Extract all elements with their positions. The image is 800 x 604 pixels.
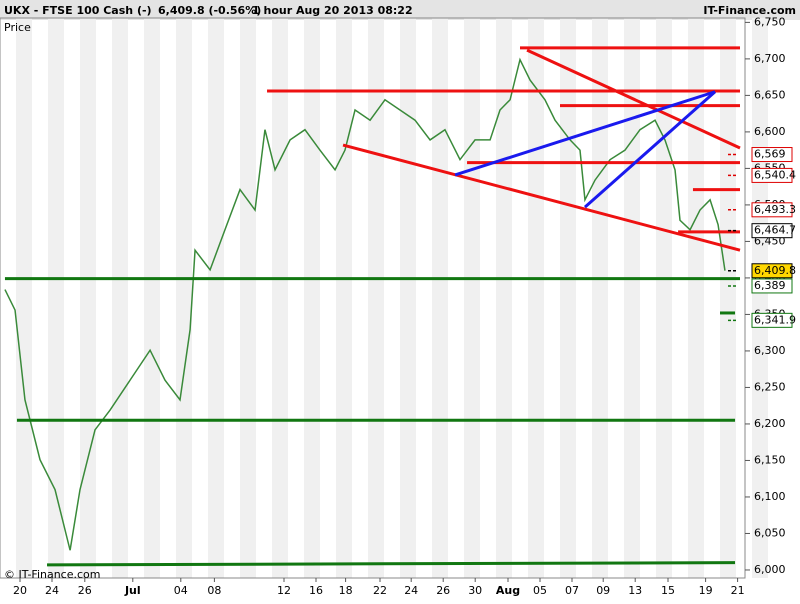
x-tick-label: 07: [565, 584, 579, 597]
plot-frame: [0, 17, 746, 579]
trendline: [454, 90, 716, 177]
day-stripe: [48, 18, 64, 578]
x-tick-label: 05: [533, 584, 547, 597]
y-tick-label: 6,000: [754, 563, 786, 576]
y-tick-label: 6,100: [754, 490, 786, 503]
day-stripe: [272, 18, 288, 578]
x-tick-label: 20: [13, 584, 27, 597]
y-tick-label: 6,750: [754, 15, 786, 28]
day-stripe: [592, 18, 608, 578]
day-stripe: [304, 18, 320, 578]
trendline: [47, 561, 736, 567]
price-label: 6,341.9: [754, 313, 796, 326]
day-stripe: [80, 18, 96, 578]
y-tick-label: 6,650: [754, 88, 786, 101]
day-stripe: [240, 18, 256, 578]
trendline: [342, 143, 741, 252]
x-tick-label: 24: [45, 584, 59, 597]
period: 1 hour Aug 20 2013 08:22: [252, 4, 413, 17]
x-tick-label: Aug: [496, 584, 520, 597]
x-tick-label: 04: [174, 584, 188, 597]
y-tick-label: 6,300: [754, 344, 786, 357]
y-tick-label: 6,050: [754, 526, 786, 539]
day-stripe: [624, 18, 640, 578]
day-stripe: [496, 18, 512, 578]
x-tick-label: 08: [207, 584, 221, 597]
y-label: Price: [4, 21, 31, 34]
x-tick-label: 16: [309, 584, 323, 597]
price-line: [4, 57, 726, 551]
quote: 6,409.8 (-0.56%): [158, 4, 261, 17]
price-label: 6,540.4: [754, 168, 796, 181]
x-tick-label: 24: [404, 584, 418, 597]
day-stripe: [720, 18, 736, 578]
price-label: 6,493.3: [754, 203, 796, 216]
price-label: 6,464.7: [754, 224, 796, 237]
price-label-box: [751, 312, 793, 328]
day-stripe: [112, 18, 128, 578]
price-label-box: [751, 223, 793, 239]
price-label-box: [751, 278, 793, 294]
y-tick-label: 6,150: [754, 453, 786, 466]
x-tick-label: 26: [436, 584, 450, 597]
trendline: [583, 90, 717, 209]
price-label-box: [751, 147, 793, 163]
header-bar: [0, 0, 800, 20]
y-tick-label: 6,200: [754, 417, 786, 430]
brand: IT-Finance.com: [703, 4, 796, 17]
x-tick-label: 09: [596, 584, 610, 597]
price-label: 6,569: [754, 148, 786, 161]
x-tick-label: 19: [699, 584, 713, 597]
day-stripe: [560, 18, 576, 578]
day-stripe: [528, 18, 544, 578]
y-tick-label: 6,700: [754, 52, 786, 65]
price-label: 6,409.8: [754, 264, 796, 277]
price-label-box: [751, 263, 793, 279]
day-stripe: [144, 18, 160, 578]
day-stripe: [176, 18, 192, 578]
day-stripe: [208, 18, 224, 578]
trendline: [526, 48, 741, 150]
y-tick-label: 6,250: [754, 380, 786, 393]
y-tick-label: 6,600: [754, 125, 786, 138]
x-tick-label: 26: [78, 584, 92, 597]
day-stripe: [336, 18, 352, 578]
price-label-box: [751, 167, 793, 183]
day-stripe: [656, 18, 672, 578]
symbol: UKX - FTSE 100 Cash (-): [4, 4, 152, 17]
x-tick-label: Jul: [124, 584, 141, 597]
day-stripe: [368, 18, 384, 578]
x-tick-label: 22: [373, 584, 387, 597]
x-tick-label: 12: [277, 584, 291, 597]
price-label-box: [751, 202, 793, 218]
x-tick-label: 15: [661, 584, 675, 597]
day-stripe: [464, 18, 480, 578]
day-stripe: [400, 18, 416, 578]
day-stripe: [432, 18, 448, 578]
x-tick-label: 30: [468, 584, 482, 597]
x-tick-label: 21: [731, 584, 745, 597]
price-label: 6,389: [754, 279, 786, 292]
day-stripe: [688, 18, 704, 578]
x-tick-label: 18: [339, 584, 353, 597]
x-tick-label: 13: [628, 584, 642, 597]
copyright: © IT-Finance.com: [4, 568, 101, 581]
day-stripe: [16, 18, 32, 578]
